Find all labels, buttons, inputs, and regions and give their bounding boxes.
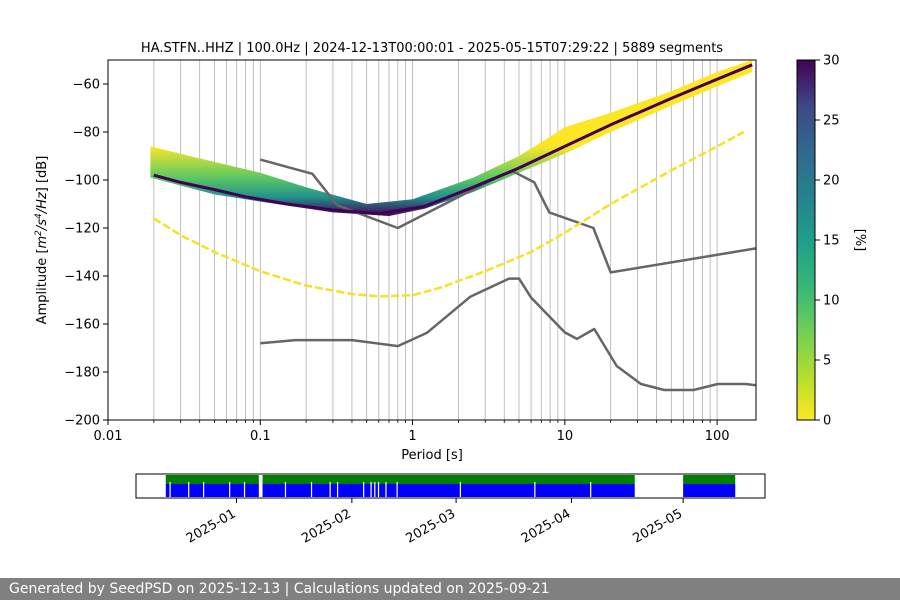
colorbar bbox=[796, 59, 816, 421]
footer-text: Generated by SeedPSD on 2025-12-13 | Cal… bbox=[9, 581, 550, 597]
footer-bar: Generated by SeedPSD on 2025-12-13 | Cal… bbox=[0, 578, 900, 600]
nlnm-curve bbox=[260, 277, 756, 392]
timeline-frame bbox=[135, 473, 766, 499]
colorbar-label: [%] bbox=[852, 229, 867, 252]
y-tick-label: −160 bbox=[64, 318, 100, 333]
x-tick-label: 1 bbox=[408, 429, 416, 444]
mode-curve bbox=[153, 63, 753, 216]
x-tick-label: 10 bbox=[557, 429, 574, 444]
timeline-gap bbox=[229, 482, 231, 497]
chart-figure: HA.STFN..HHZ | 100.0Hz | 2024-12-13T00:0… bbox=[34, 41, 867, 547]
y-axis-title-sup: 2 bbox=[34, 230, 44, 236]
timeline-tick-label: 2025-05 bbox=[631, 506, 686, 546]
colorbar-ticks: 0 5 10 15 20 25 30 bbox=[815, 54, 840, 429]
y-tick-label: −180 bbox=[64, 366, 100, 381]
y-axis-title: Amplitude [m2/s4/Hz] [dB] bbox=[34, 156, 50, 325]
timeline-tick-label: 2025-02 bbox=[299, 506, 354, 546]
timeline-gap bbox=[284, 482, 287, 497]
timeline-used-bar bbox=[683, 475, 736, 484]
y-tick-label: −200 bbox=[64, 414, 100, 429]
minimum-curve bbox=[153, 130, 745, 298]
timeline-gap bbox=[590, 482, 592, 497]
data-availability-timeline bbox=[165, 475, 736, 497]
x-tick-label: 0.1 bbox=[250, 429, 271, 444]
y-axis-title-part: ] [dB] bbox=[35, 156, 50, 193]
timeline-gap bbox=[329, 482, 331, 497]
y-axis-title-sup: 4 bbox=[34, 213, 44, 219]
timeline-gap bbox=[370, 482, 372, 497]
chart-title: HA.STFN..HHZ | 100.0Hz | 2024-12-13T00:0… bbox=[141, 41, 723, 56]
timeline-gap bbox=[310, 482, 313, 497]
y-tick-label: −140 bbox=[64, 270, 100, 285]
timeline-available-bar bbox=[262, 484, 635, 497]
colorbar-tick-label: 0 bbox=[823, 414, 831, 429]
timeline-gap bbox=[459, 482, 462, 497]
timeline-gap bbox=[169, 482, 171, 497]
colorbar-tick-label: 20 bbox=[823, 174, 840, 189]
timeline-gap bbox=[374, 482, 376, 497]
timeline-gap bbox=[396, 482, 398, 497]
series-lines bbox=[153, 63, 756, 392]
x-axis-title: Period [s] bbox=[401, 448, 463, 463]
timeline-used-bar bbox=[165, 475, 259, 484]
x-tick-label: 100 bbox=[705, 429, 730, 444]
timeline-used-bar bbox=[262, 475, 635, 484]
timeline-gap bbox=[534, 482, 536, 497]
y-tick-label: −60 bbox=[73, 78, 100, 93]
y-axis-title-unit-hz: /Hz bbox=[35, 191, 50, 214]
timeline-gap bbox=[202, 482, 205, 497]
y-axis-title-part: Amplitude [ bbox=[35, 248, 50, 324]
plot-frame bbox=[107, 59, 757, 421]
grid-lines bbox=[107, 60, 718, 420]
timeline-tick-label: 2025-01 bbox=[184, 506, 239, 546]
timeline-gap bbox=[188, 482, 190, 497]
colorbar-tick-label: 15 bbox=[823, 234, 840, 249]
colorbar-tick-label: 5 bbox=[823, 354, 831, 369]
y-tick-label: −80 bbox=[73, 126, 100, 141]
y-tick-label: −120 bbox=[64, 222, 100, 237]
x-tick-label: 0.01 bbox=[94, 429, 123, 444]
y-tick-label: −100 bbox=[64, 174, 100, 189]
psd-density-band bbox=[150, 60, 753, 216]
y-axis-title-unit-m: m bbox=[35, 236, 50, 249]
timeline-ticks: 2025-01 2025-02 2025-03 2025-04 2025-05 bbox=[184, 498, 685, 547]
timeline-available-bar bbox=[683, 484, 736, 497]
timeline-tick-label: 2025-04 bbox=[519, 506, 574, 546]
timeline-gap bbox=[377, 482, 380, 497]
timeline-tick-label: 2025-03 bbox=[404, 506, 459, 546]
colorbar-tick-label: 25 bbox=[823, 114, 840, 129]
y-axis-title-unit-s: /s bbox=[35, 219, 50, 231]
timeline-gap bbox=[385, 482, 387, 497]
heatmap-band bbox=[150, 60, 753, 216]
colorbar-tick-label: 10 bbox=[823, 294, 840, 309]
y-axis-ticks: −200 −180 −160 −140 −120 −100 −80 −60 bbox=[64, 78, 108, 429]
timeline-gap bbox=[243, 482, 246, 497]
colorbar-tick-label: 30 bbox=[823, 54, 840, 69]
timeline-gap bbox=[363, 482, 365, 497]
timeline-gap bbox=[336, 482, 339, 497]
x-axis-ticks: 0.01 0.1 1 10 100 bbox=[94, 420, 730, 444]
